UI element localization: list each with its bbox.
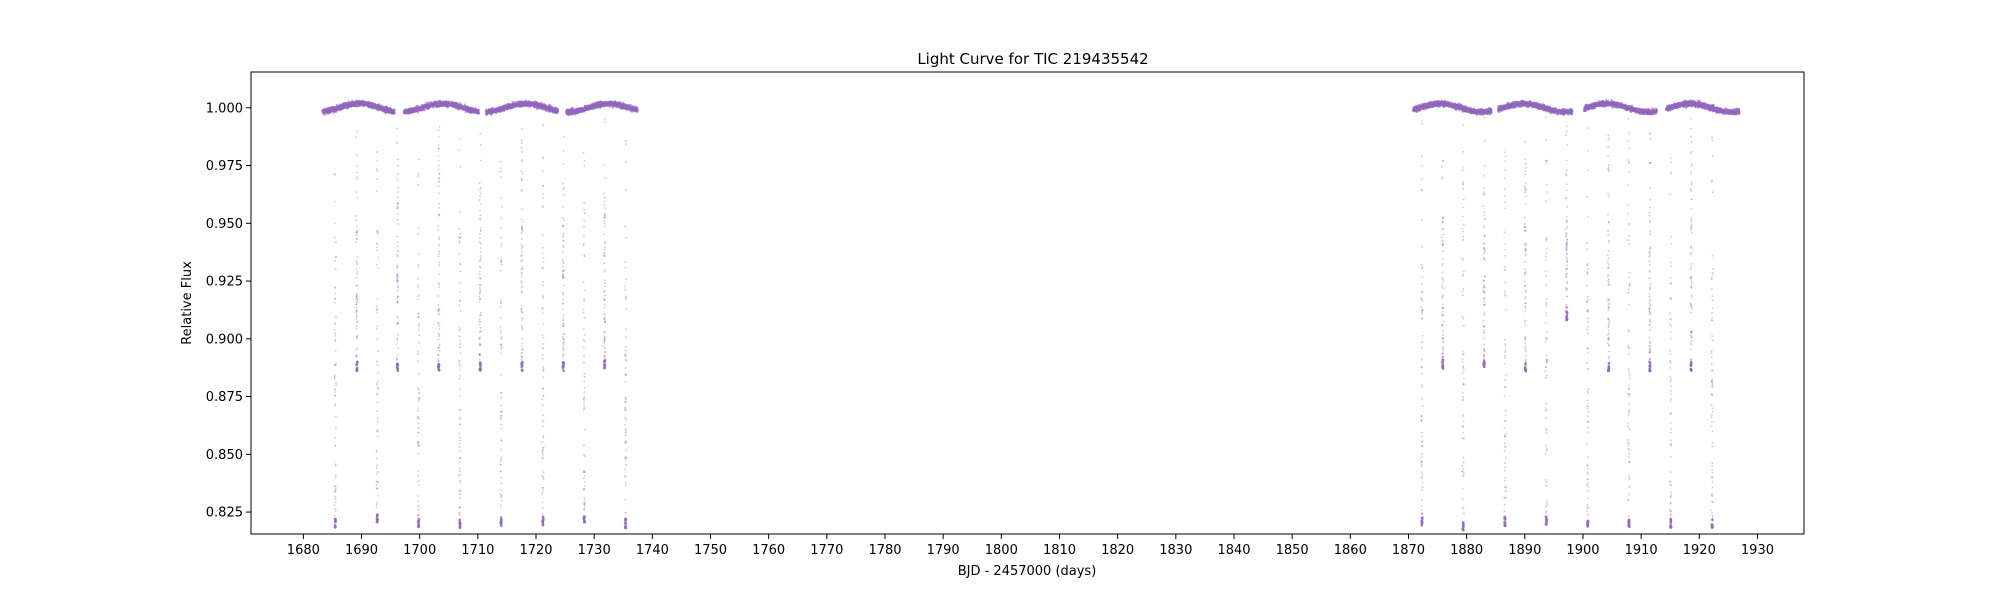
flux-point	[380, 104, 383, 107]
flux-point	[447, 106, 450, 109]
flux-point	[556, 110, 560, 113]
flux-point	[368, 100, 371, 103]
flux-point	[393, 111, 396, 114]
flux-point	[324, 113, 327, 116]
flux-point	[423, 109, 426, 112]
chart-title: Light Curve for TIC 219435542	[917, 50, 1148, 68]
flux-point	[636, 106, 639, 109]
flux-point	[477, 111, 481, 114]
flux-point	[393, 108, 396, 111]
flux-point	[477, 108, 480, 112]
flux-point	[636, 109, 639, 112]
data-points	[321, 98, 1741, 532]
